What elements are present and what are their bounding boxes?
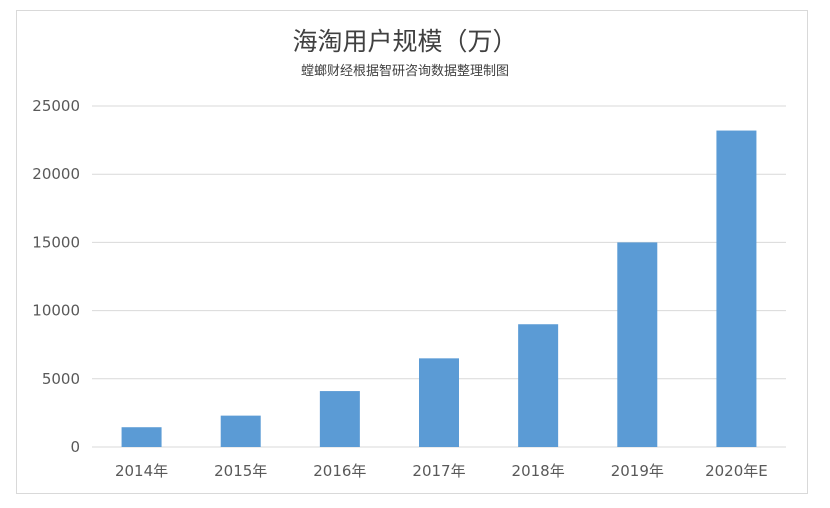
bar bbox=[220, 415, 261, 447]
x-tick-label: 2019年 bbox=[611, 462, 664, 480]
chart-title: 海淘用户规模（万） bbox=[292, 27, 518, 56]
y-tick-label: 25000 bbox=[32, 97, 80, 115]
chart-subtitle: 螳螂财经根据智研咨询数据整理制图 bbox=[300, 64, 509, 79]
chart-frame bbox=[16, 10, 808, 494]
grid-lines bbox=[92, 105, 786, 448]
bar bbox=[319, 391, 360, 447]
x-tick-label: 2015年 bbox=[214, 462, 267, 480]
x-tick-label: 2017年 bbox=[412, 462, 465, 480]
x-tick-label: 2014年 bbox=[115, 462, 168, 480]
x-tick-label: 2016年 bbox=[313, 462, 366, 480]
y-tick-label: 15000 bbox=[32, 233, 80, 251]
bars bbox=[121, 130, 757, 447]
x-axis: 2014年 2015年 2016年 2017年 2018年 2019年 2020年E bbox=[115, 462, 768, 480]
bar bbox=[518, 324, 559, 447]
y-tick-label: 5000 bbox=[42, 370, 80, 388]
y-tick-label: 20000 bbox=[32, 165, 80, 183]
y-tick-label: 10000 bbox=[32, 302, 80, 320]
y-axis: 0 5000 10000 15000 20000 25000 bbox=[32, 97, 80, 456]
bar bbox=[419, 358, 459, 447]
x-tick-label: 2018年 bbox=[512, 462, 565, 480]
bar bbox=[121, 427, 162, 447]
x-tick-label: 2020年E bbox=[705, 462, 768, 480]
y-tick-label: 0 bbox=[70, 438, 80, 456]
bar bbox=[716, 130, 757, 447]
bar bbox=[617, 242, 658, 447]
